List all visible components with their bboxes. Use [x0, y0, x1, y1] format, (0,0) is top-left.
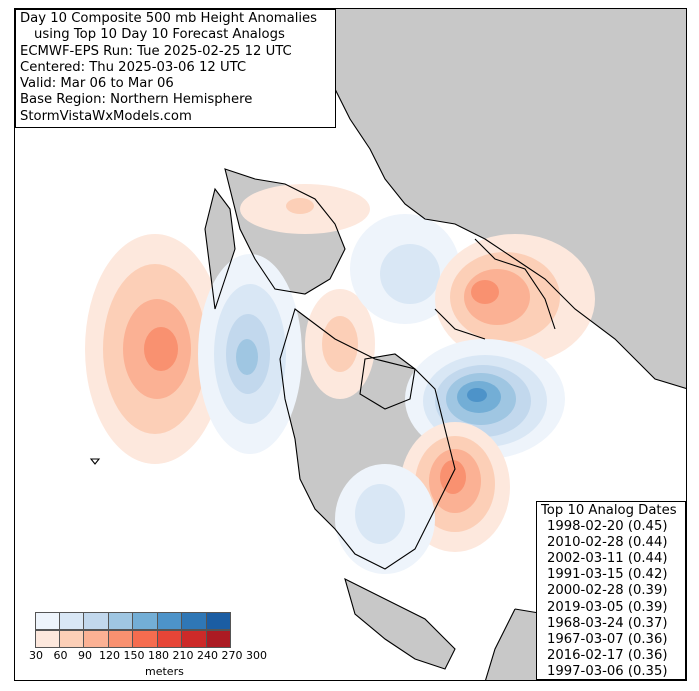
hemisphere-map — [85, 9, 686, 680]
colorbar-tick-label: 180 — [148, 649, 169, 662]
map-title-box: Day 10 Composite 500 mb Height Anomalies… — [15, 9, 336, 129]
colorbar-positive-cell — [157, 631, 182, 647]
ridge-atlantic-core — [440, 460, 466, 494]
colorbar-negative-cell — [206, 613, 231, 629]
colorbar-positive — [35, 630, 231, 648]
analog-item: 2019-03-05 (0.39) — [547, 599, 668, 615]
colorbar-ticks: 30 60 90 120 150 180 210 240 270 300 — [29, 649, 305, 663]
ridge-pacific-core — [144, 327, 178, 371]
colorbar-tick-label: 270 — [221, 649, 243, 662]
title-line-7: StormVistaWxModels.com — [20, 108, 192, 124]
colorbar-positive-cell — [84, 631, 109, 647]
title-line-4: Centered: Thu 2025-03-06 12 UTC — [20, 59, 247, 75]
colorbar-tick-label: 300 — [246, 649, 267, 662]
colorbar-tick-label: 60 — [53, 649, 68, 662]
colorbar-tick-label: 240 — [197, 649, 218, 662]
colorbar-tick-label: 120 — [99, 649, 120, 662]
title-line-5: Valid: Mar 06 to Mar 06 — [20, 76, 174, 92]
colorbar-positive-cell — [59, 631, 84, 647]
analog-dates-box: Top 10 Analog Dates 1998-02-20 (0.45) 20… — [536, 501, 686, 680]
analog-item: 2010-02-28 (0.44) — [547, 535, 668, 551]
title-line-6: Base Region: Northern Hemisphere — [20, 92, 253, 108]
title-line-2: using Top 10 Day 10 Forecast Analogs — [34, 27, 285, 43]
colorbar-units: meters — [145, 665, 184, 678]
analog-item: 1968-03-24 (0.37) — [547, 615, 668, 631]
analog-item: 1997-03-06 (0.35) — [547, 663, 668, 679]
colorbar-positive-cell — [108, 631, 133, 647]
analog-item: 1967-03-07 (0.36) — [547, 631, 668, 647]
trough-east-in — [355, 484, 405, 544]
colorbar-positive-cell — [133, 631, 158, 647]
colorbar-negative-cell — [59, 613, 84, 629]
colorbar-tick-label: 210 — [172, 649, 194, 662]
ridge-arctic-in — [286, 198, 314, 214]
colorbar-legend: 30 60 90 120 150 180 210 240 270 300 meters — [29, 611, 298, 682]
analog-item: 2016-02-17 (0.36) — [547, 647, 668, 663]
trough-west-core — [236, 339, 258, 375]
colorbar-negative-cell — [157, 613, 182, 629]
colorbar-tick-label: 150 — [123, 649, 145, 662]
analog-item: 2002-03-11 (0.44) — [547, 551, 668, 567]
colorbar-tick-label: 30 — [29, 649, 43, 662]
map-frame — [14, 8, 687, 681]
analog-item: 1991-03-15 (0.42) — [547, 567, 668, 583]
colorbar-negative-cell — [108, 613, 133, 629]
analog-item: 2000-02-28 (0.39) — [547, 583, 668, 599]
colorbar-positive-cell — [182, 631, 207, 647]
colorbar-negative-cell — [35, 613, 60, 629]
colorbar-negative — [35, 612, 231, 630]
analog-dates-title: Top 10 Analog Dates — [541, 503, 677, 518]
title-line-1: Day 10 Composite 500 mb Height Anomalies — [20, 11, 318, 26]
colorbar-positive-cell — [206, 631, 231, 647]
title-line-3: ECMWF-EPS Run: Tue 2025-02-25 12 UTC — [20, 43, 292, 59]
colorbar-negative-cell — [84, 613, 109, 629]
trough-main-core — [467, 388, 487, 402]
europe-land — [205, 189, 235, 309]
ridge-siberia-core — [471, 280, 499, 304]
trough-arctic-in — [380, 244, 440, 304]
analog-item: 1998-02-20 (0.45) — [547, 519, 668, 535]
anomaly-contours — [85, 184, 595, 574]
colorbar-tick-label: 90 — [78, 649, 92, 662]
colorbar-positive-cell — [35, 631, 60, 647]
central-america-land — [345, 579, 455, 669]
colorbar-negative-cell — [182, 613, 207, 629]
ridge-central-in — [322, 316, 358, 372]
colorbar-negative-cell — [133, 613, 158, 629]
arctic-islands — [360, 354, 415, 409]
